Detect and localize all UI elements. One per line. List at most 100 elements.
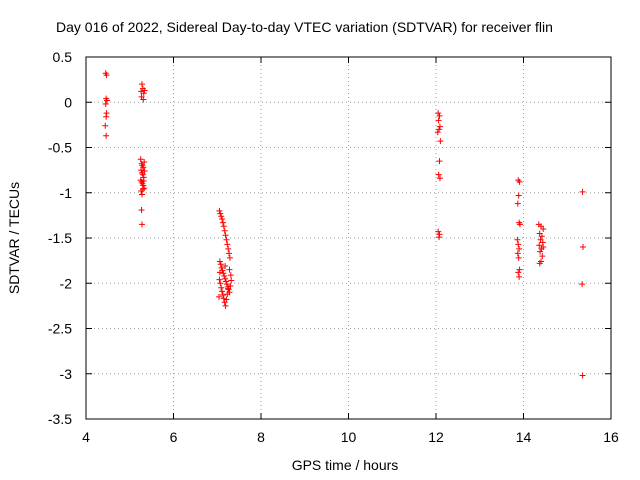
data-point xyxy=(217,210,224,217)
chart-title: Day 016 of 2022, Sidereal Day-to-day VTE… xyxy=(56,19,553,35)
data-point xyxy=(225,285,232,292)
data-point xyxy=(223,236,230,243)
x-tick-label: 12 xyxy=(428,429,444,445)
data-point xyxy=(139,81,145,88)
data-point xyxy=(217,280,224,287)
data-point xyxy=(516,273,523,280)
x-tick-label: 10 xyxy=(341,429,357,445)
data-point xyxy=(103,113,110,120)
data-point xyxy=(228,277,235,284)
data-point xyxy=(225,245,232,252)
y-tick-label: -2 xyxy=(60,275,73,291)
data-point xyxy=(435,228,442,235)
data-point xyxy=(514,200,521,207)
data-point xyxy=(219,292,226,299)
data-point xyxy=(536,242,543,249)
data-point xyxy=(219,215,226,222)
data-point xyxy=(216,269,223,276)
data-point xyxy=(516,178,523,185)
x-tick-label: 6 xyxy=(170,429,178,445)
data-point xyxy=(216,207,223,214)
data-point xyxy=(516,245,523,252)
data-point xyxy=(435,110,442,117)
data-point xyxy=(436,112,443,119)
data-point xyxy=(226,254,233,261)
data-point xyxy=(436,234,443,241)
y-tick-label: -0.5 xyxy=(48,140,72,156)
data-point xyxy=(223,278,229,285)
data-point xyxy=(436,158,443,165)
data-point xyxy=(219,288,226,295)
data-point xyxy=(435,171,442,178)
y-tick-label: 0.5 xyxy=(53,49,73,65)
data-point xyxy=(216,293,222,300)
data-point xyxy=(224,291,231,298)
data-point xyxy=(579,372,586,379)
x-tick-label: 8 xyxy=(257,429,265,445)
data-point xyxy=(515,192,522,199)
data-point xyxy=(222,263,229,270)
data-point xyxy=(227,272,234,279)
data-point xyxy=(580,244,586,251)
data-point xyxy=(222,302,229,309)
data-point xyxy=(140,90,147,97)
data-point xyxy=(436,175,443,182)
data-point xyxy=(222,232,229,239)
data-point xyxy=(538,233,545,240)
data-point xyxy=(138,206,145,213)
data-point xyxy=(226,250,233,257)
data-point xyxy=(224,241,231,248)
x-axis-title: GPS time / hours xyxy=(292,457,399,473)
data-point xyxy=(515,241,522,248)
data-point xyxy=(219,219,226,226)
data-point xyxy=(437,138,444,145)
data-point xyxy=(217,261,224,268)
data-point xyxy=(103,72,110,79)
data-point xyxy=(104,97,110,104)
data-point xyxy=(140,96,147,103)
data-point xyxy=(539,253,546,260)
x-tick-labels: 4 6 8 10 12 14 16 xyxy=(82,429,619,445)
data-point xyxy=(137,156,144,163)
data-point xyxy=(221,273,228,280)
data-point xyxy=(138,167,145,174)
y-tick-label: -2.5 xyxy=(48,321,72,337)
data-point xyxy=(216,258,223,265)
data-point xyxy=(436,126,443,133)
data-point xyxy=(536,260,543,267)
data-point xyxy=(514,236,521,243)
data-point xyxy=(434,129,441,136)
data-point xyxy=(226,266,233,273)
y-tick-label: -3.5 xyxy=(48,411,72,427)
data-point xyxy=(216,276,223,283)
y-tick-label: -3 xyxy=(60,366,73,382)
x-tick-label: 14 xyxy=(516,429,532,445)
data-point xyxy=(517,221,523,228)
data-point xyxy=(436,123,443,130)
x-tick-label: 16 xyxy=(603,429,619,445)
data-point xyxy=(220,270,227,277)
data-point xyxy=(221,227,228,234)
data-point xyxy=(579,188,586,195)
data-point xyxy=(218,284,225,291)
data-point xyxy=(141,158,148,165)
data-point xyxy=(103,132,110,139)
data-point xyxy=(514,250,521,257)
data-point xyxy=(537,248,544,255)
y-axis-title: SDTVAR / TECUs xyxy=(6,182,22,294)
data-point xyxy=(139,221,145,228)
data-point xyxy=(579,281,586,288)
data-point xyxy=(220,295,227,302)
data-point xyxy=(139,186,146,193)
data-point xyxy=(102,101,109,108)
data-point xyxy=(220,223,227,230)
y-tick-labels: 0.5 0 -0.5 -1 -1.5 -2 -2.5 -3 -3.5 xyxy=(48,49,72,427)
data-point xyxy=(435,117,442,124)
data-point xyxy=(222,275,229,282)
data-point xyxy=(102,122,109,129)
data-point xyxy=(140,177,147,184)
y-tick-label: -1.5 xyxy=(48,230,72,246)
y-tick-label: -1 xyxy=(60,185,73,201)
data-point xyxy=(218,213,225,220)
